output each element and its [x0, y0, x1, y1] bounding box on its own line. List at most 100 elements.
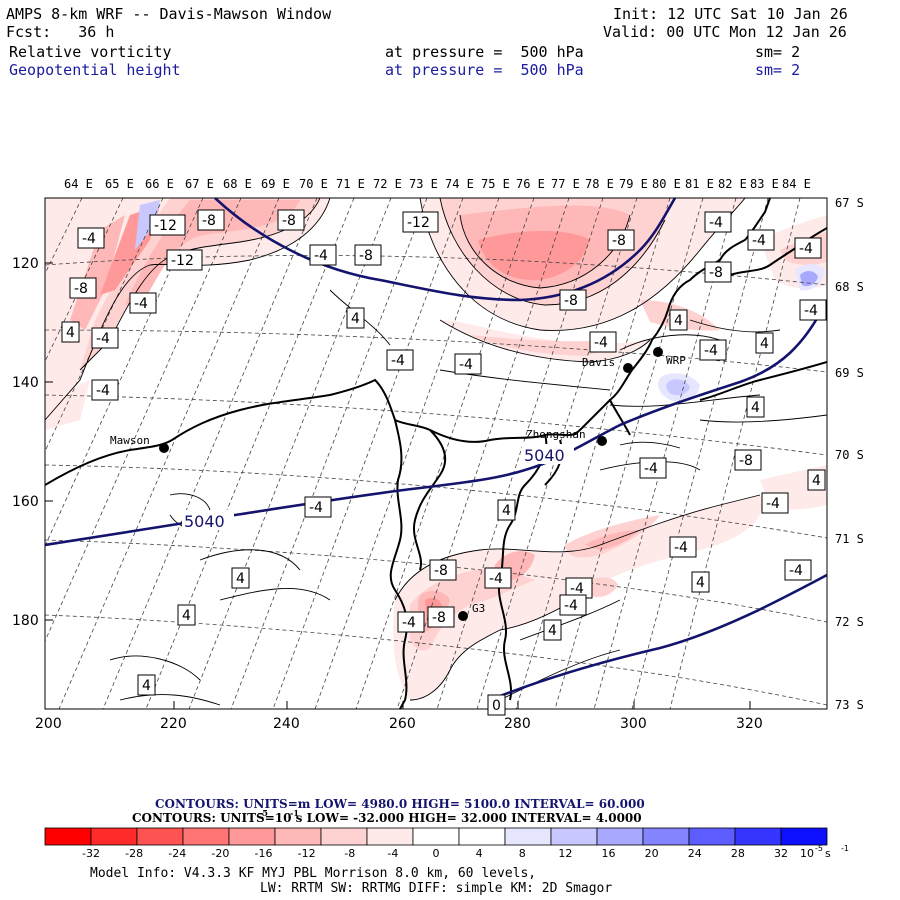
vorticity-label-box [589, 331, 617, 353]
longitude-labels: 64 E 65 E 66 E 67 E 68 E 69 E 70 E 71 E … [64, 177, 811, 191]
colorbar-swatch [228, 827, 276, 846]
longitude-grid-line [102, 198, 318, 709]
vorticity-label-box [747, 229, 775, 251]
svg-text:200: 200 [35, 716, 62, 732]
vorticity-label-box [427, 606, 455, 628]
longitude-grid-line [515, 198, 671, 709]
svg-text:240: 240 [273, 716, 300, 732]
height-contour-info: CONTOURS: UNITS=m LOW= 4980.0 HIGH= 5100… [155, 797, 645, 811]
colorbar-swatch [688, 827, 736, 846]
colorbar-swatch [550, 827, 598, 846]
vorticity-label: -12 [154, 218, 177, 234]
vorticity-label-box [231, 567, 250, 589]
stations: Mawson Davis WRP Zhongshan G3 [110, 347, 686, 621]
vorticity-label-box [699, 339, 727, 361]
svg-text:82 E: 82 E [718, 177, 747, 191]
vorticity-label: 4 [812, 473, 821, 489]
svg-text:81 E: 81 E [685, 177, 714, 191]
colorbar-swatch [642, 827, 690, 846]
vorticity-label-box [137, 674, 156, 696]
vorticity-label: -4 [766, 496, 780, 512]
vorticity-label: -4 [309, 500, 323, 516]
longitude-grid-line [58, 198, 280, 709]
field1-level: at pressure = 500 hPa [385, 43, 584, 61]
station-label-wrp: WRP [666, 354, 686, 367]
forecast-hour: Fcst: 36 h [6, 23, 115, 41]
vorticity-label-box [734, 449, 762, 471]
vorticity-label: -8 [202, 213, 216, 229]
svg-text:79 E: 79 E [619, 177, 648, 191]
svg-text:220: 220 [160, 716, 187, 732]
vorticity-label: -4 [96, 383, 110, 399]
field1-name: Relative vorticity [9, 43, 172, 61]
vorticity-label: 4 [66, 325, 75, 341]
vorticity-label-box [91, 379, 119, 401]
station-marker-g3 [458, 611, 468, 621]
vorticity-label-box [197, 209, 225, 231]
vorticity-label: -4 [789, 563, 803, 579]
vorticity-label-box [807, 469, 826, 491]
vorticity-label: 4 [696, 575, 705, 591]
colorbar-units-exp: -5 [815, 844, 823, 853]
colorbar-tick-label: 8 [519, 847, 526, 860]
vorticity-label: 4 [182, 608, 191, 624]
vorticity-label-box [497, 499, 516, 521]
station-label-mawson: Mawson [110, 434, 150, 447]
vorticity-label-box [354, 244, 382, 266]
station-marker-mawson [159, 443, 169, 453]
colorbar-swatch [780, 827, 828, 846]
vorticity-label: -4 [96, 331, 110, 347]
vorticity-label-box [454, 353, 482, 375]
svg-text:69 E: 69 E [261, 177, 290, 191]
colorbar-tick-label: 20 [645, 847, 659, 860]
svg-text:84 E: 84 E [782, 177, 811, 191]
vorticity-contour-labels: -4-8-12 -8-12-8-4-4 -8-12-8-44 -44-4 -4-8-44… [61, 209, 827, 716]
colorbar-tick-label: -4 [387, 847, 398, 860]
longitude-grid-line [45, 198, 242, 643]
vorticity-label: -4 [799, 241, 813, 257]
longitude-grid-line [188, 198, 392, 709]
colorbar-tick-label: -28 [125, 847, 143, 860]
colorbar-tick-label: -32 [82, 847, 100, 860]
vorticity-label-box [91, 327, 119, 349]
vorticity-label: -8 [739, 453, 753, 469]
vorticity-label: -4 [704, 343, 718, 359]
field2-smoothing: sm= 2 [755, 61, 801, 79]
vorticity-label-box [639, 457, 667, 479]
vorticity-label-box [304, 496, 332, 518]
vorticity-label: -4 [709, 215, 723, 231]
svg-text:260: 260 [389, 716, 416, 732]
vorticity-label: -8 [434, 563, 448, 579]
vorticity-label-box [69, 277, 97, 299]
colorbar-units: 10 [800, 847, 814, 860]
vorticity-label-box [669, 309, 688, 331]
model-info-line1: Model Info: V4.3.3 KF MYJ PBL Morrison 8… [90, 866, 536, 881]
svg-text:73 S: 73 S [835, 698, 864, 712]
vorticity-label: -8 [709, 265, 723, 281]
axis-ticks [44, 262, 751, 709]
colorbar-tick-label: 32 [774, 847, 788, 860]
svg-text:72 S: 72 S [835, 615, 864, 629]
vorticity-label: -8 [359, 248, 373, 264]
colorbar-swatch [44, 827, 92, 846]
vorticity-label: -4 [134, 296, 148, 312]
colorbar-tick-label: -12 [298, 847, 316, 860]
colorbar-units-exp2: -1 [841, 844, 849, 853]
colorbar-swatch [366, 827, 414, 846]
y-axis-labels: 120 140 160 180 [12, 256, 39, 629]
colorbar-tick-label: 12 [558, 847, 572, 860]
colorbar-swatch [412, 827, 460, 846]
vorticity-label-box [77, 227, 105, 249]
svg-text:74 E: 74 E [445, 177, 474, 191]
vorticity-label: 4 [548, 623, 557, 639]
colorbar-tick-label: 24 [688, 847, 702, 860]
svg-text:75 E: 75 E [481, 177, 510, 191]
vorticity-label-box [559, 594, 587, 616]
coastline [45, 198, 827, 709]
svg-text:68 E: 68 E [223, 177, 252, 191]
vorticity-label: 4 [236, 571, 245, 587]
colorbar-swatch [596, 827, 644, 846]
colorbar-tick-label: 16 [602, 847, 616, 860]
field1-smoothing: sm= 2 [755, 43, 801, 61]
